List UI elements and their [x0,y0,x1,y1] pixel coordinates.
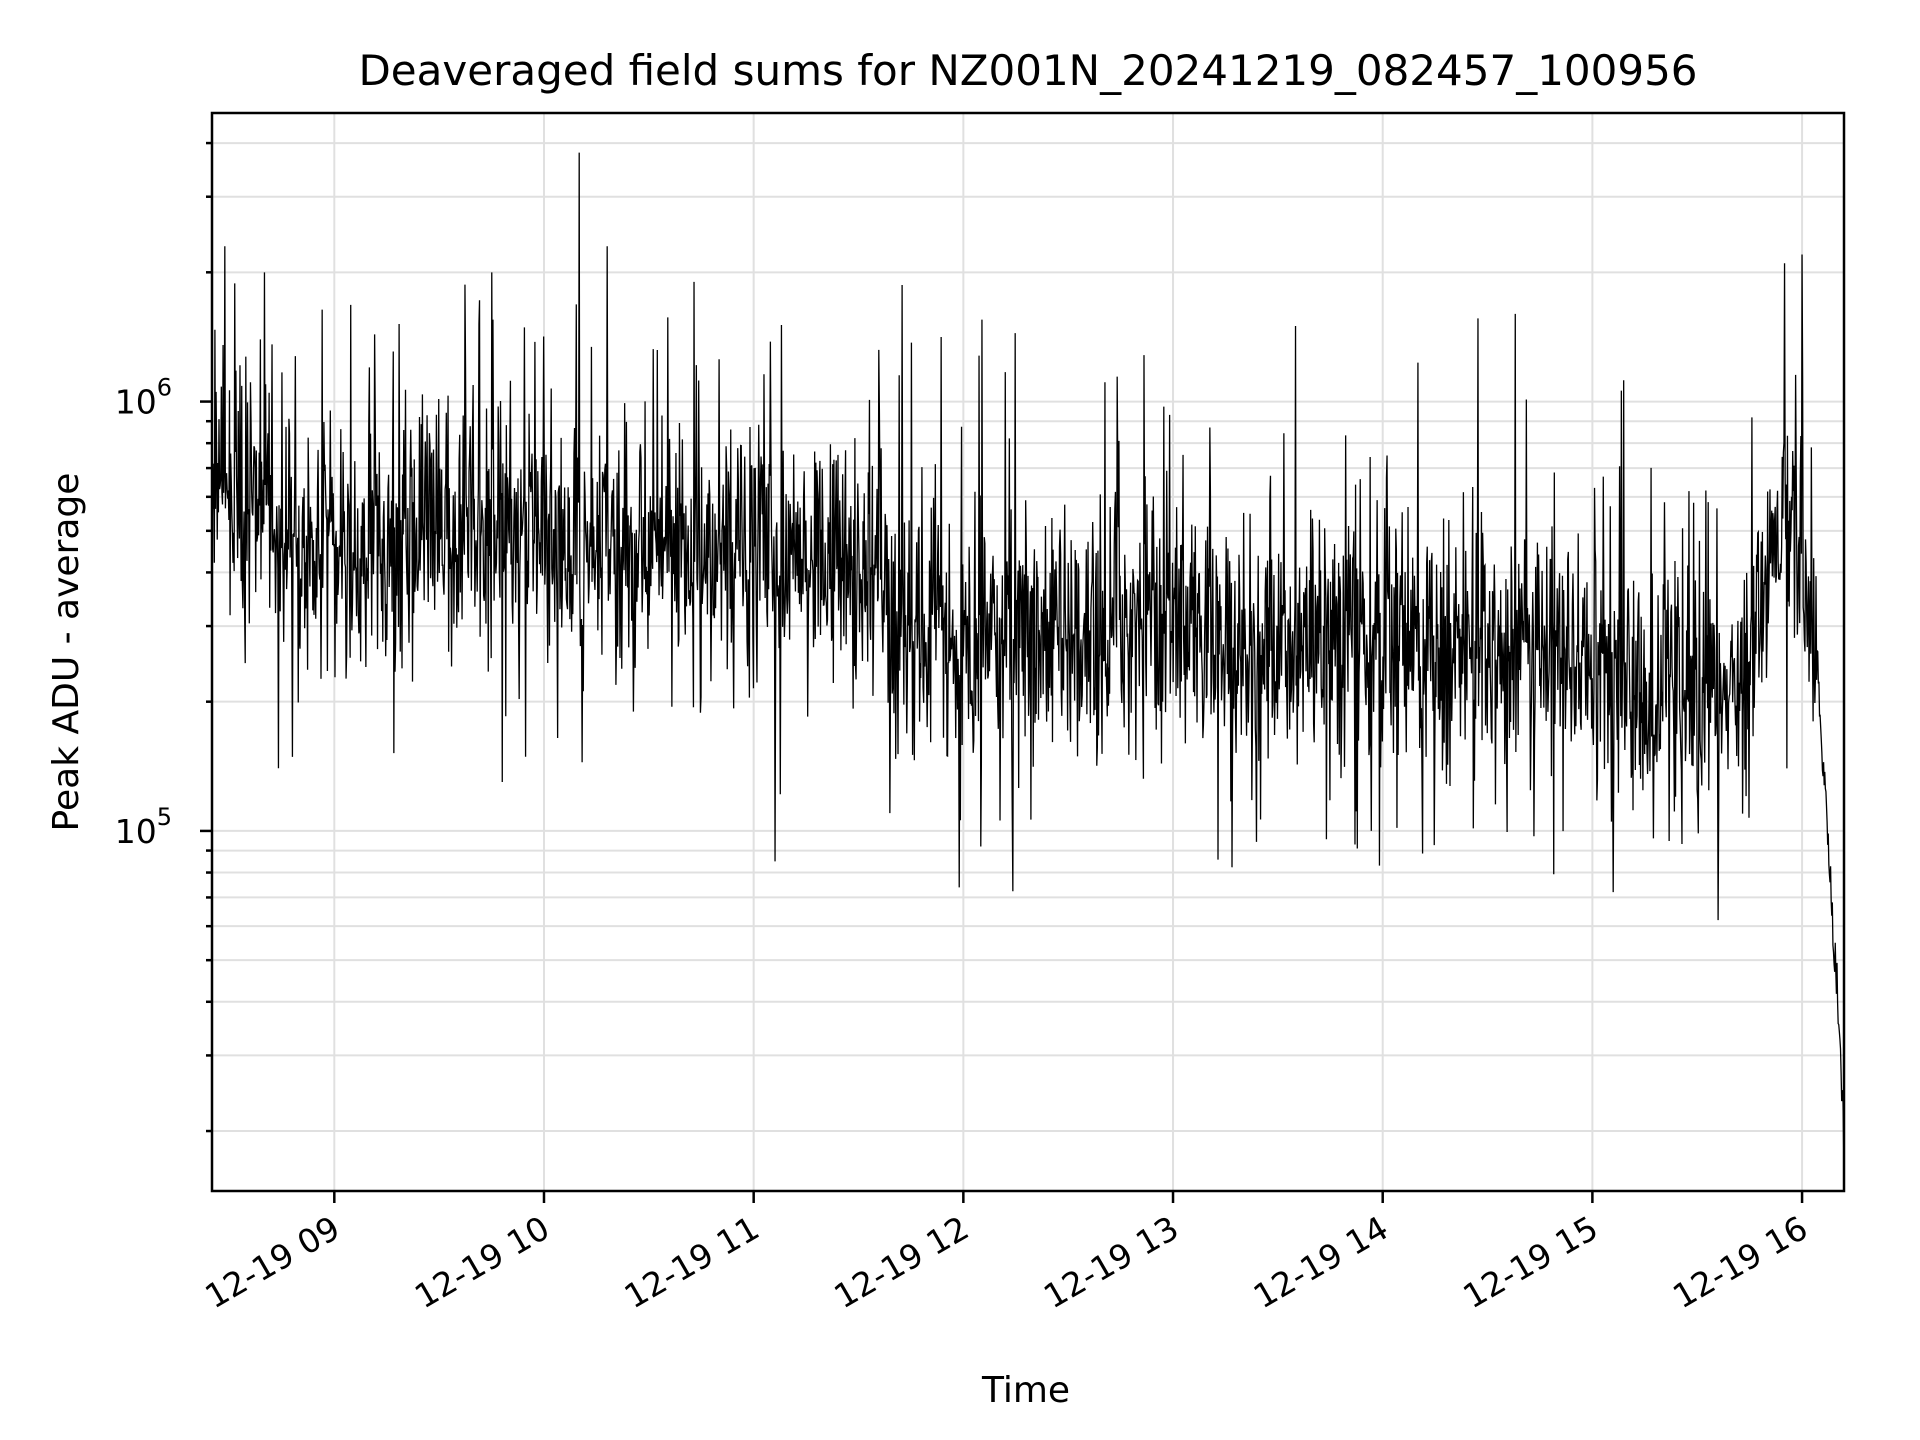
y-axis-label: Peak ADU - average [46,473,87,832]
y-tick-label: 105 [115,803,172,851]
series-line [211,152,1845,1173]
plot-area [211,152,1845,1173]
y-tick-label: 106 [115,374,172,422]
axes-frame [210,111,1846,1193]
x-axis-label: Time [981,1370,1070,1411]
chart-title: Deaveraged field sums for NZ001N_2024121… [358,46,1697,95]
y-axis: 105 106 [115,141,212,1133]
